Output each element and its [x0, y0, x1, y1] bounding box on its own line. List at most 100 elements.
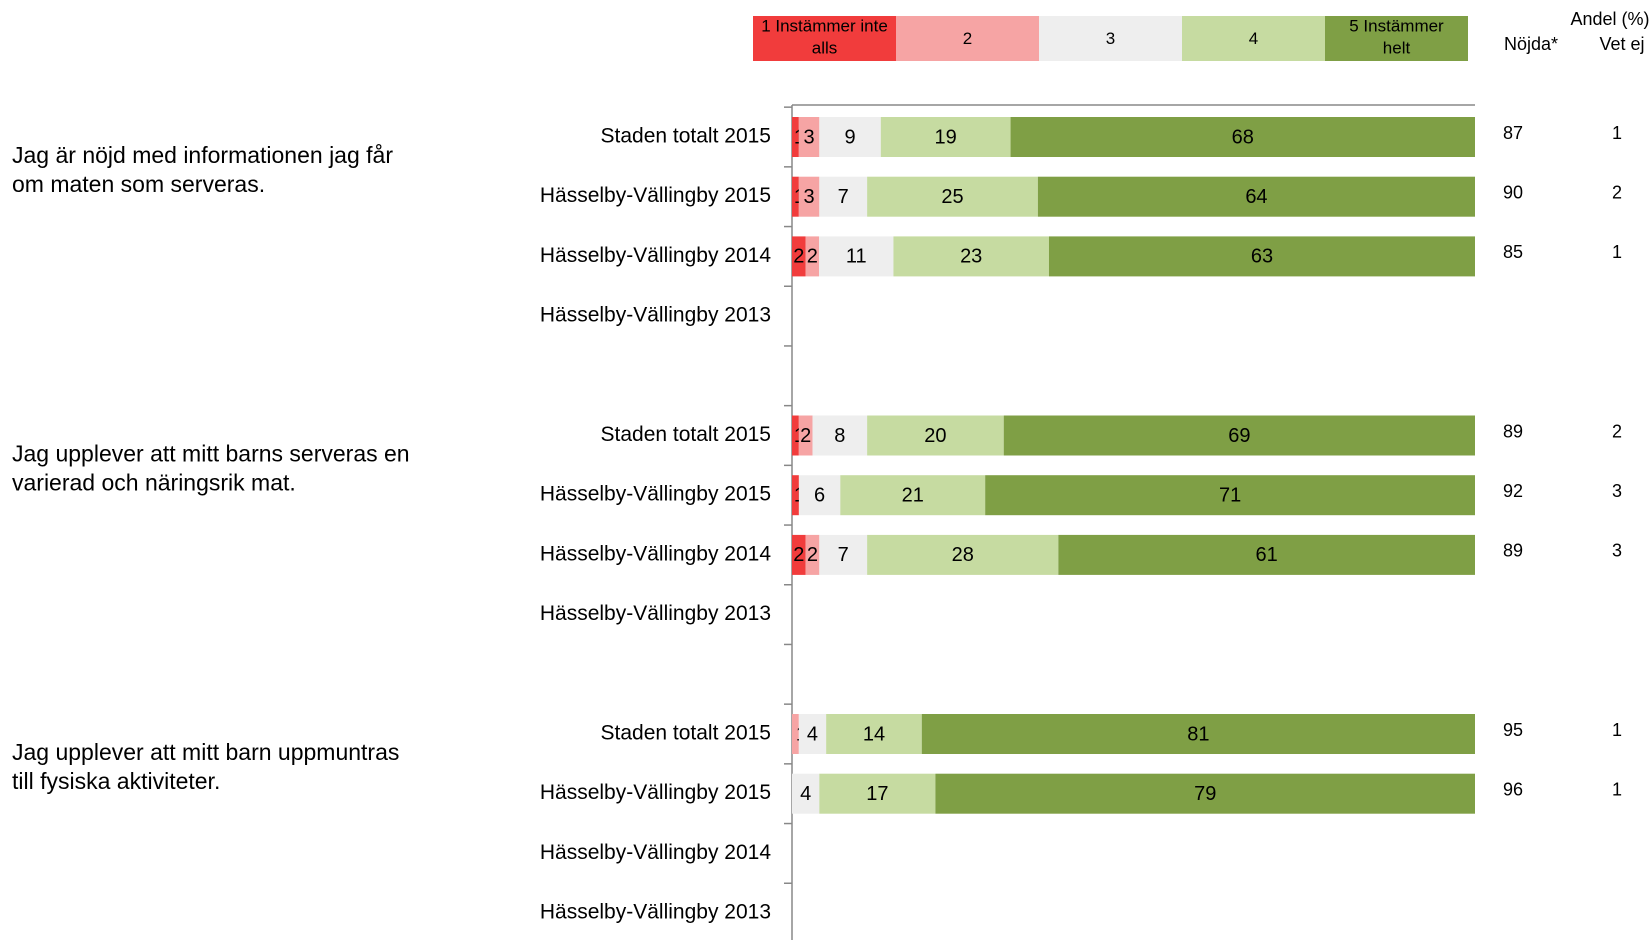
bar-segment	[1003, 415, 1475, 456]
side-header-nojda: Nöjda*	[1504, 34, 1558, 54]
data-label: 2	[800, 425, 811, 447]
bar-segment	[867, 534, 1059, 575]
bar-segment	[812, 415, 868, 456]
data-label: 2	[793, 544, 804, 566]
bar-segment	[1058, 534, 1475, 575]
row-label: Hässelby-Vällingby 2013	[540, 304, 771, 327]
data-label: 3	[804, 186, 815, 208]
bar-segment	[893, 236, 1049, 277]
data-label: 71	[1219, 484, 1241, 506]
data-label: 68	[1232, 126, 1254, 148]
bar-segment	[826, 714, 922, 754]
bar-segment	[840, 475, 986, 516]
nojda-value: 90	[1503, 182, 1523, 202]
legend-swatch-1	[753, 16, 896, 61]
bar-segment	[819, 236, 894, 277]
vet-ej-value: 1	[1612, 720, 1622, 740]
bar-segment	[819, 117, 881, 157]
bar-segment	[867, 415, 1004, 456]
data-label: 4	[800, 783, 811, 805]
bar-segment	[805, 236, 820, 277]
bar-segment	[819, 773, 936, 814]
bar-segment	[798, 176, 820, 217]
legend-label-1: 1 Instämmer inte	[761, 16, 888, 35]
legend-label-5-line2: helt	[1383, 38, 1411, 57]
row-label: Staden totalt 2015	[601, 423, 771, 446]
nojda-value: 85	[1503, 242, 1523, 262]
bar-segment	[819, 534, 868, 575]
data-label: 3	[804, 126, 815, 148]
side-header-title: Andel (%)	[1570, 9, 1649, 29]
data-label: 28	[952, 544, 974, 566]
data-label: 2	[807, 246, 818, 268]
data-label: 11	[846, 246, 867, 268]
data-label: 8	[834, 425, 845, 447]
data-label: 81	[1187, 723, 1209, 745]
question-1-line1: Jag är nöjd med informationen jag får	[12, 142, 393, 168]
bar-segment	[792, 714, 799, 754]
data-label: 25	[941, 186, 963, 208]
bar-segment	[921, 714, 1475, 754]
data-label: 63	[1251, 246, 1273, 268]
row-label: Staden totalt 2015	[601, 125, 771, 148]
data-label: 7	[838, 186, 849, 208]
bar-segment	[985, 475, 1475, 516]
legend-swatch-2	[896, 16, 1039, 61]
legend-swatch-3	[1039, 16, 1182, 61]
row-label: Hässelby-Vällingby 2013	[540, 602, 771, 625]
bar-segment	[792, 176, 799, 217]
question-1-line2: om maten som serveras.	[12, 171, 265, 197]
row-label: Hässelby-Vällingby 2014	[540, 244, 771, 267]
bar-segment	[798, 714, 827, 754]
vet-ej-value: 1	[1612, 123, 1622, 143]
legend-label-3: 3	[1106, 29, 1115, 48]
side-header-vet-ej: Vet ej	[1599, 34, 1644, 54]
legend-label-5: 5 Instämmer	[1349, 16, 1444, 35]
vet-ej-value: 1	[1612, 779, 1622, 799]
data-label: 61	[1256, 544, 1278, 566]
data-label: 4	[807, 723, 818, 745]
bar-segment	[798, 415, 813, 456]
data-label: 2	[793, 246, 804, 268]
data-label: 2	[807, 544, 818, 566]
bar-segment	[792, 415, 799, 456]
nojda-value: 87	[1503, 123, 1523, 143]
data-label: 9	[844, 126, 855, 148]
nojda-value: 95	[1503, 720, 1523, 740]
bar-segment	[805, 534, 820, 575]
data-label: 19	[935, 126, 957, 148]
bar-segment	[867, 176, 1038, 217]
bar-segment	[792, 773, 820, 814]
row-label: Hässelby-Vällingby 2014	[540, 841, 771, 864]
data-label: 14	[863, 723, 885, 745]
data-label: 17	[866, 783, 888, 805]
bar-segment	[792, 117, 799, 157]
bar-segment	[1048, 236, 1475, 277]
vet-ej-value: 3	[1612, 541, 1622, 561]
bar-segment	[1037, 176, 1475, 217]
data-label: 23	[960, 246, 982, 268]
data-label: 79	[1194, 783, 1216, 805]
bar-segment	[792, 236, 806, 277]
question-2-line2: varierad och näringsrik mat.	[12, 469, 296, 495]
question-3-line1: Jag upplever att mitt barn uppmuntras	[12, 739, 399, 765]
vet-ej-value: 2	[1612, 182, 1622, 202]
row-label: Hässelby-Vällingby 2014	[540, 542, 771, 565]
legend-label-1-line2: alls	[812, 38, 838, 57]
question-3-line2: till fysiska aktiviteter.	[12, 768, 220, 794]
row-label: Hässelby-Vällingby 2013	[540, 901, 771, 924]
nojda-value: 89	[1503, 421, 1523, 441]
legend-swatch-5	[1325, 16, 1468, 61]
bar-segment	[792, 475, 799, 516]
legend-label-2: 2	[963, 29, 972, 48]
bar-segment	[819, 176, 868, 217]
bar-segment	[798, 117, 820, 157]
vet-ej-value: 2	[1612, 421, 1622, 441]
bar-segment	[1010, 117, 1475, 157]
data-label: 21	[902, 484, 924, 506]
legend-label-4: 4	[1249, 29, 1258, 48]
row-label: Staden totalt 2015	[601, 722, 771, 745]
legend-swatch-4	[1182, 16, 1325, 61]
nojda-value: 89	[1503, 541, 1523, 561]
